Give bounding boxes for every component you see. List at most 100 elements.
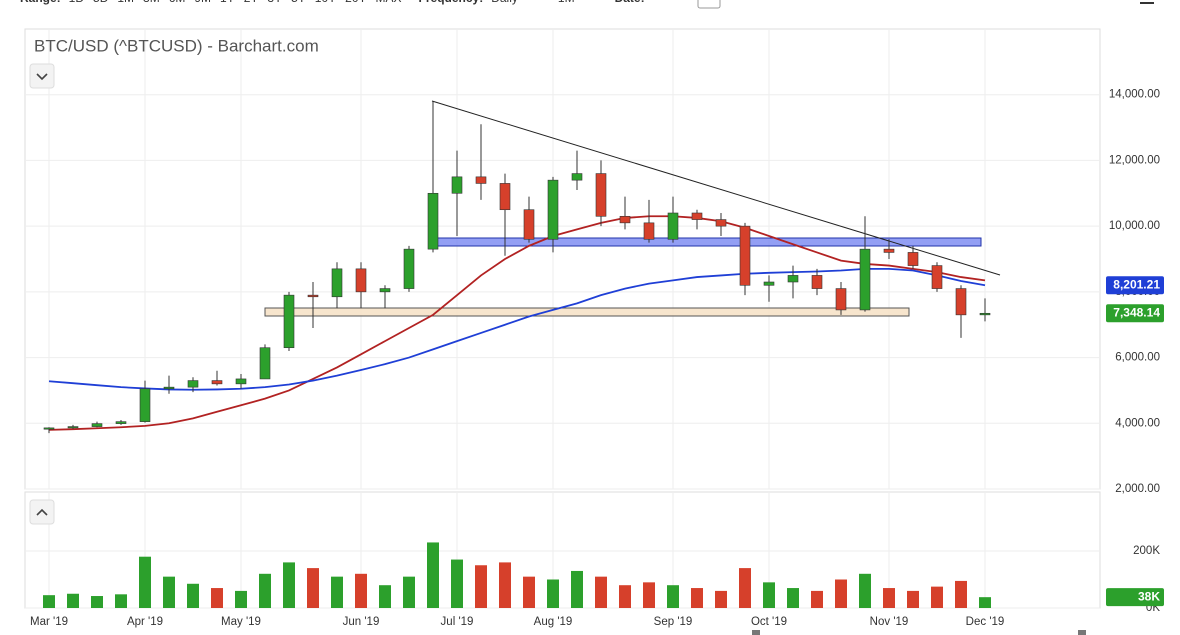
volume-bar [835, 579, 847, 608]
moving-average [48, 267, 986, 391]
volume-bar [715, 590, 727, 608]
toolbar-item[interactable]: 6M [169, 0, 186, 5]
toolbar-item[interactable]: 10Y [315, 0, 336, 5]
candle-body [139, 388, 151, 422]
candle-body [235, 378, 247, 385]
date-picker[interactable] [697, 0, 721, 9]
x-tick-label: May '19 [221, 616, 261, 628]
candle-body [811, 275, 823, 289]
toolbar-item[interactable]: 2Y [244, 0, 259, 5]
candle-body [859, 248, 871, 311]
marks-layer [43, 101, 991, 608]
volume-bar [451, 559, 463, 608]
volume-bar [571, 570, 583, 608]
candle-body [955, 288, 967, 316]
y-tick-label: 2,000.00 [1115, 483, 1160, 495]
candle-body [763, 281, 775, 286]
volume-bar [211, 588, 223, 608]
candle-body [427, 192, 439, 250]
toolbar-item: Date: [615, 0, 645, 5]
toolbar-item[interactable]: Daily [491, 0, 518, 5]
y-tick-label: 10,000.00 [1109, 220, 1160, 232]
toolbar-item[interactable]: 9M [194, 0, 211, 5]
candle-body [571, 173, 583, 181]
toolbar-item[interactable]: 1M [117, 0, 134, 5]
expand-button[interactable] [29, 499, 55, 525]
volume-bar [931, 586, 943, 608]
price-tag-label: 7,348.14 [1113, 305, 1160, 319]
price-pane [24, 28, 1101, 490]
toolbar-item: Range: [20, 0, 61, 5]
volume-bar [163, 576, 175, 608]
moving-average [48, 215, 986, 431]
toolbar-item[interactable]: 1D [69, 0, 85, 5]
toolbar-item[interactable]: 20Y [345, 0, 366, 5]
x-tick-label: Mar '19 [30, 616, 68, 628]
volume-bar [667, 585, 679, 608]
candle-body [691, 212, 703, 220]
volume-bar [91, 596, 103, 608]
toolbar-item[interactable]: 5D [93, 0, 109, 5]
support-zone [264, 307, 910, 317]
candle-body [883, 248, 895, 253]
toolbar: Range: 1D 5D 1M 3M 6M 9M 1Y 2Y 3Y 5Y 10Y 20Y MAX Frequ… [20, 0, 645, 5]
x-tick-label: Apr '19 [127, 616, 163, 628]
toolbar-item[interactable]: 1M [558, 0, 575, 5]
volume-bar [691, 588, 703, 608]
toolbar-item[interactable]: 3M [143, 0, 160, 5]
toolbar-item: Frequency: [419, 0, 484, 5]
candle-body [547, 179, 559, 240]
volume-bar [283, 562, 295, 608]
toolbar-item[interactable]: 5Y [291, 0, 306, 5]
volume-bar [619, 585, 631, 608]
toolbar-item[interactable]: 3Y [267, 0, 282, 5]
volume-bar [811, 590, 823, 608]
volume-bar [43, 595, 55, 608]
candle-body [619, 215, 631, 224]
volume-bar [643, 582, 655, 608]
collapse-button[interactable] [29, 63, 55, 89]
y-tick-label: 12,000.00 [1109, 154, 1160, 166]
x-tick-label: Sep '19 [654, 616, 693, 628]
candle-body [43, 427, 55, 430]
volume-bar [787, 588, 799, 608]
candle-body [283, 294, 295, 349]
volume-bar [523, 576, 535, 608]
candle-body [331, 268, 343, 298]
trend-line [431, 100, 1001, 276]
candle-body [379, 288, 391, 293]
volume-bar [763, 582, 775, 608]
candle-body [475, 176, 487, 184]
candle-body [355, 268, 367, 293]
volume-bar [883, 588, 895, 608]
toolbar-item[interactable]: 1Y [220, 0, 235, 5]
candle-body [163, 386, 175, 390]
x-tick-label: Dec '19 [966, 616, 1005, 628]
y-tick-label: 4,000.00 [1115, 417, 1160, 429]
candle-body [523, 209, 535, 240]
volume-bar [547, 579, 559, 608]
candle-body [403, 248, 415, 289]
volume-bar [859, 573, 871, 608]
candle-body [187, 380, 199, 388]
y-tick-label: 14,000.00 [1109, 89, 1160, 101]
candle-body [115, 421, 127, 424]
toolbar-item[interactable]: MAX [376, 0, 402, 5]
candle-body [595, 173, 607, 217]
candle-body [907, 252, 919, 266]
chevron-icon [36, 73, 48, 81]
candle-body [931, 265, 943, 289]
volume-bar [139, 556, 151, 608]
price-tag [1106, 276, 1164, 295]
volume-bar [379, 585, 391, 608]
volume-bar [595, 576, 607, 608]
volume-bar [355, 573, 367, 608]
y-tick-label: 6,000.00 [1115, 352, 1160, 364]
candle-body [643, 222, 655, 240]
volume-bar [115, 594, 127, 608]
volume-bar [907, 590, 919, 608]
resistance-zone [429, 237, 982, 247]
